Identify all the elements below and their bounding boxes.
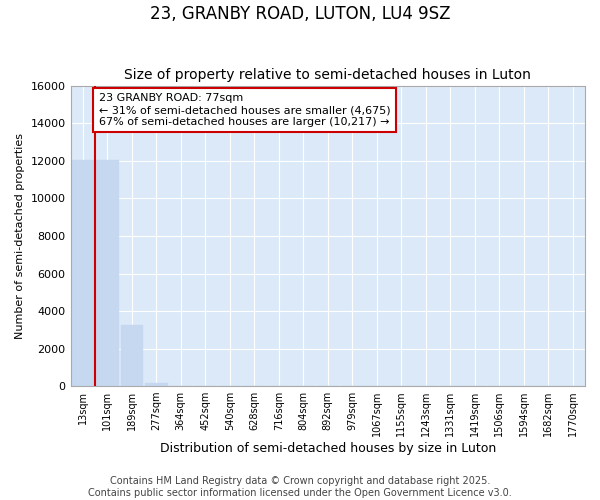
Bar xyxy=(145,382,167,386)
Y-axis label: Number of semi-detached properties: Number of semi-detached properties xyxy=(15,133,25,339)
Text: 23 GRANBY ROAD: 77sqm
← 31% of semi-detached houses are smaller (4,675)
67% of s: 23 GRANBY ROAD: 77sqm ← 31% of semi-deta… xyxy=(99,94,391,126)
Title: Size of property relative to semi-detached houses in Luton: Size of property relative to semi-detach… xyxy=(124,68,531,82)
Bar xyxy=(121,325,143,386)
Text: 23, GRANBY ROAD, LUTON, LU4 9SZ: 23, GRANBY ROAD, LUTON, LU4 9SZ xyxy=(150,5,450,23)
Text: Contains HM Land Registry data © Crown copyright and database right 2025.
Contai: Contains HM Land Registry data © Crown c… xyxy=(88,476,512,498)
Bar xyxy=(71,160,94,386)
Bar xyxy=(96,160,119,386)
X-axis label: Distribution of semi-detached houses by size in Luton: Distribution of semi-detached houses by … xyxy=(160,442,496,455)
